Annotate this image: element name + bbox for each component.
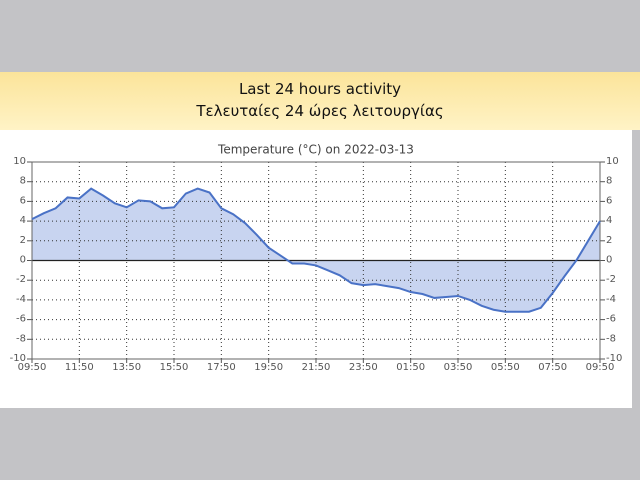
y-tick-label: 10 xyxy=(13,156,26,167)
y2-tick-label: 10 xyxy=(606,156,619,167)
y-tick-label: 6 xyxy=(20,195,26,206)
x-tick-label: 09:50 xyxy=(586,362,615,373)
y-tick-label: -6 xyxy=(16,314,26,325)
x-tick-label: 17:50 xyxy=(207,362,236,373)
x-tick-label: 13:50 xyxy=(112,362,141,373)
x-tick-label: 07:50 xyxy=(538,362,567,373)
header: Last 24 hours activity Τελευταίες 24 ώρε… xyxy=(0,72,640,130)
y-tick-label: -10 xyxy=(10,353,26,364)
y-tick-label: 0 xyxy=(20,255,26,266)
x-tick-label: 05:50 xyxy=(491,362,520,373)
y2-tick-label: -2 xyxy=(606,274,616,285)
y-tick-label: 4 xyxy=(20,215,26,226)
x-tick-label: 15:50 xyxy=(160,362,189,373)
x-tick-label: 21:50 xyxy=(302,362,331,373)
header-title: Last 24 hours activity xyxy=(238,80,402,98)
y2-tick-label: 0 xyxy=(606,255,612,266)
y-tick-label: -8 xyxy=(16,333,26,344)
x-tick-label: 03:50 xyxy=(444,362,473,373)
y2-tick-label: 8 xyxy=(606,176,612,187)
y-tick-label: -4 xyxy=(16,294,26,305)
chart: Temperature (°C) on 2022-03-13 -10 -8 -6 -4… xyxy=(10,143,623,374)
area-fill xyxy=(32,188,600,312)
y2-tick-label: -8 xyxy=(606,333,616,344)
y2-tick-label: -6 xyxy=(606,314,616,325)
chart-title: Temperature (°C) on 2022-03-13 xyxy=(217,143,414,157)
y2-tick-label: 4 xyxy=(606,215,612,226)
x-tick-label: 09:50 xyxy=(18,362,47,373)
header-subtitle: Τελευταίες 24 ώρες λειτουργίας xyxy=(196,102,444,120)
x-tick-label: 01:50 xyxy=(396,362,425,373)
x-tick-label: 11:50 xyxy=(65,362,94,373)
y2-tick-label: 2 xyxy=(606,235,612,246)
y-tick-label: 2 xyxy=(20,235,26,246)
temperature-line xyxy=(31,187,601,313)
x-tick-label: 23:50 xyxy=(349,362,378,373)
y-tick-label: 8 xyxy=(20,176,26,187)
plot-frame xyxy=(31,161,601,360)
x-tick-label: 19:50 xyxy=(254,362,283,373)
y2-tick-label: -10 xyxy=(606,353,622,364)
y2-tick-label: -4 xyxy=(606,294,616,305)
y-tick-label: -2 xyxy=(16,274,26,285)
y2-tick-label: 6 xyxy=(606,195,612,206)
